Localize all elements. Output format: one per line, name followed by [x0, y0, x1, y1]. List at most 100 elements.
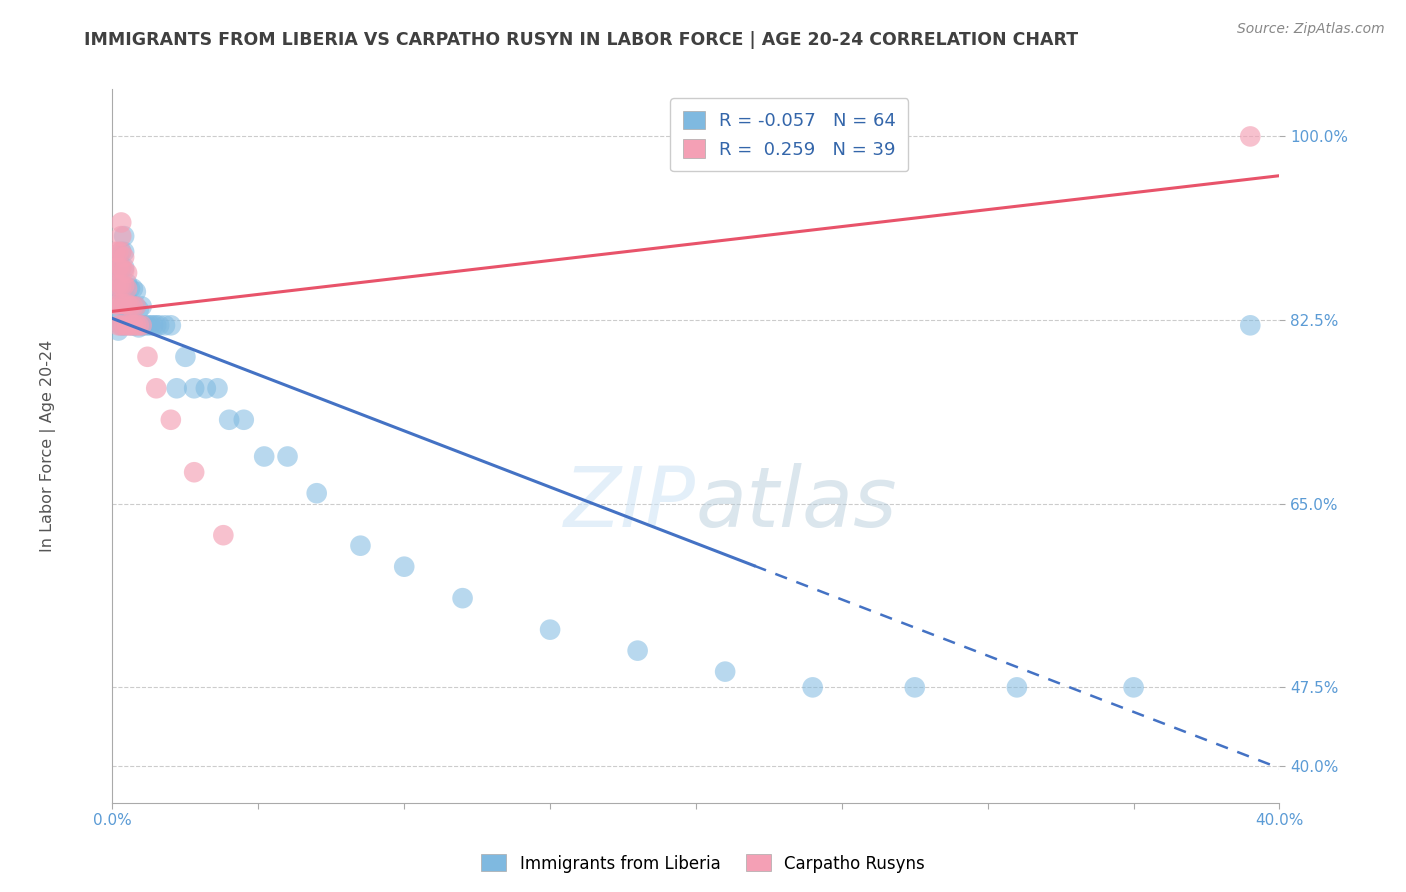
Point: [627, 643, 650, 657]
Point: [136, 318, 159, 333]
Point: [110, 318, 132, 333]
Legend: R = -0.057   N = 64, R =  0.259   N = 39: R = -0.057 N = 64, R = 0.259 N = 39: [671, 98, 908, 171]
Point: [451, 591, 474, 606]
Point: [104, 278, 127, 293]
Point: [112, 278, 135, 293]
Point: [110, 318, 132, 333]
Point: [134, 318, 156, 333]
Point: [112, 278, 135, 293]
Point: [115, 313, 138, 327]
Point: [112, 260, 135, 275]
Point: [115, 277, 138, 291]
Point: [122, 300, 145, 314]
Point: [110, 297, 132, 311]
Point: [107, 278, 129, 293]
Point: [125, 318, 148, 333]
Point: [118, 318, 141, 333]
Point: [122, 318, 145, 333]
Point: [107, 318, 129, 333]
Point: [131, 318, 153, 333]
Point: [115, 266, 138, 280]
Point: [110, 278, 132, 293]
Point: [125, 318, 148, 333]
Point: [253, 450, 276, 464]
Point: [904, 681, 927, 695]
Point: [136, 350, 159, 364]
Point: [394, 559, 416, 574]
Point: [104, 244, 127, 259]
Point: [110, 260, 132, 275]
Legend: Immigrants from Liberia, Carpatho Rusyns: Immigrants from Liberia, Carpatho Rusyns: [475, 847, 931, 880]
Point: [115, 292, 138, 306]
Point: [112, 229, 135, 244]
Point: [112, 264, 135, 278]
Point: [714, 665, 737, 679]
Point: [118, 300, 141, 314]
Point: [104, 297, 127, 311]
Point: [115, 297, 138, 311]
Point: [801, 681, 824, 695]
Point: [112, 318, 135, 333]
Point: [107, 260, 129, 275]
Point: [118, 282, 141, 296]
Point: [112, 297, 135, 311]
Point: [107, 324, 129, 338]
Point: [538, 623, 561, 637]
Point: [110, 282, 132, 296]
Point: [212, 528, 235, 542]
Point: [1239, 129, 1261, 144]
Point: [115, 318, 138, 333]
Point: [166, 381, 188, 395]
Point: [107, 250, 129, 264]
Point: [104, 260, 127, 275]
Point: [131, 318, 153, 333]
Point: [145, 318, 167, 333]
Point: [160, 318, 183, 333]
Point: [131, 300, 153, 314]
Point: [1239, 318, 1261, 333]
Point: [160, 413, 183, 427]
Point: [1122, 681, 1144, 695]
Point: [174, 350, 197, 364]
Point: [112, 250, 135, 264]
Point: [107, 244, 129, 259]
Text: In Labor Force | Age 20-24: In Labor Force | Age 20-24: [41, 340, 56, 552]
Point: [110, 229, 132, 244]
Point: [305, 486, 328, 500]
Point: [125, 300, 148, 314]
Point: [194, 381, 217, 395]
Point: [139, 318, 162, 333]
Text: ZIP: ZIP: [564, 463, 696, 543]
Point: [115, 282, 138, 296]
Point: [128, 320, 150, 334]
Point: [122, 282, 145, 296]
Point: [125, 300, 148, 314]
Point: [142, 318, 165, 333]
Point: [122, 300, 145, 314]
Point: [118, 318, 141, 333]
Point: [145, 381, 167, 395]
Point: [148, 318, 170, 333]
Point: [349, 539, 371, 553]
Point: [218, 413, 240, 427]
Point: [122, 318, 145, 333]
Text: Source: ZipAtlas.com: Source: ZipAtlas.com: [1237, 22, 1385, 37]
Point: [153, 318, 176, 333]
Point: [125, 285, 148, 299]
Point: [104, 313, 127, 327]
Point: [104, 260, 127, 275]
Point: [110, 244, 132, 259]
Point: [118, 300, 141, 314]
Point: [110, 215, 132, 229]
Point: [107, 297, 129, 311]
Point: [107, 302, 129, 317]
Point: [128, 318, 150, 333]
Point: [112, 297, 135, 311]
Point: [128, 302, 150, 317]
Point: [276, 450, 298, 464]
Point: [110, 260, 132, 275]
Point: [1005, 681, 1028, 695]
Point: [207, 381, 229, 395]
Point: [183, 381, 205, 395]
Text: IMMIGRANTS FROM LIBERIA VS CARPATHO RUSYN IN LABOR FORCE | AGE 20-24 CORRELATION: IMMIGRANTS FROM LIBERIA VS CARPATHO RUSY…: [84, 31, 1078, 49]
